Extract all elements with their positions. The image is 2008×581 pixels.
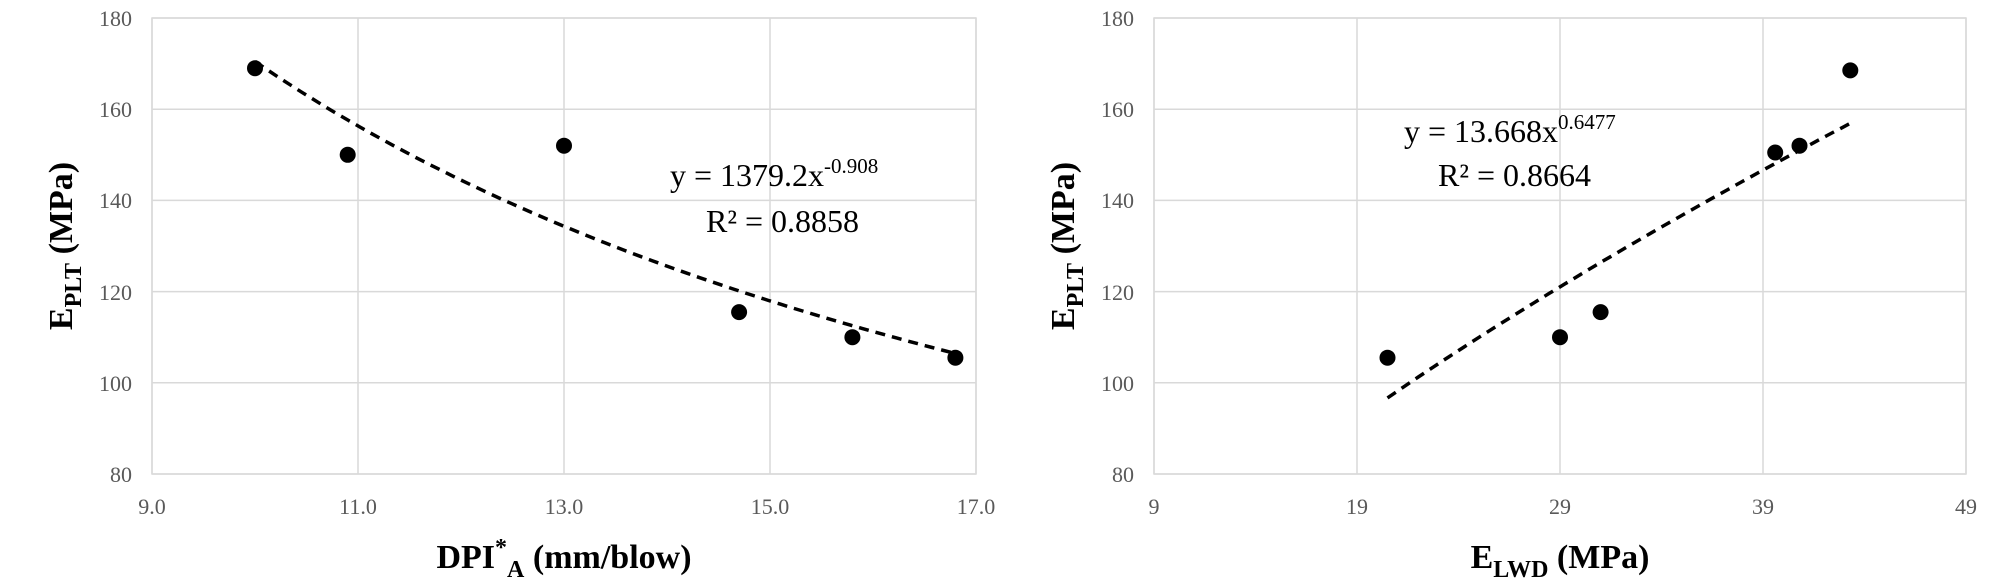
data-point — [731, 304, 748, 321]
data-point — [556, 137, 572, 154]
x-tick-label: 49 — [1955, 494, 1977, 519]
chart-right-y-ticks: 80 100 120 140 160 180 — [1101, 6, 1134, 487]
chart-right-grid — [1153, 17, 1967, 475]
data-point — [1842, 62, 1859, 79]
y-tick-label: 100 — [99, 371, 132, 396]
y-tick-label: 180 — [99, 6, 132, 31]
y-tick-label: 140 — [1101, 188, 1134, 213]
x-tick-label: 9.0 — [138, 494, 166, 519]
y-tick-label: 100 — [1101, 371, 1134, 396]
chart-left: 80 100 120 140 160 180 9.0 11.0 13.0 15.… — [43, 6, 995, 581]
x-tick-label: 39 — [1752, 494, 1774, 519]
chart-right-trendline — [1386, 121, 1852, 400]
chart-right-plot-area — [1153, 17, 1967, 475]
data-point — [1767, 144, 1784, 161]
y-tick-label: 120 — [99, 280, 132, 305]
chart-left-equation: y = 1379.2x-0.908 R² = 0.8858 — [670, 154, 878, 239]
data-point — [947, 349, 964, 366]
y-tick-label: 160 — [1101, 97, 1134, 122]
chart-left-y-ticks: 80 100 120 140 160 180 — [99, 6, 132, 487]
y-tick-label: 160 — [99, 97, 132, 122]
x-tick-label: 29 — [1549, 494, 1571, 519]
x-tick-label: 15.0 — [751, 494, 790, 519]
chart-right-x-ticks: 9 19 29 39 49 — [1149, 494, 1978, 519]
chart-left-x-axis-title: DPI*A (mm/blow) — [436, 535, 691, 581]
chart-right: 80 100 120 140 160 180 9 19 29 39 49 y =… — [1045, 6, 1977, 581]
chart-left-points — [247, 60, 964, 366]
x-tick-label: 19 — [1346, 494, 1368, 519]
trendline-r-squared: R² = 0.8858 — [706, 203, 859, 239]
chart-right-x-axis-title: ELWD (MPa) — [1471, 539, 1650, 581]
y-tick-label: 80 — [1112, 462, 1134, 487]
data-point — [247, 60, 263, 77]
x-tick-label: 13.0 — [545, 494, 584, 519]
chart-left-trendline — [254, 60, 956, 356]
x-tick-label: 9 — [1149, 494, 1160, 519]
data-point — [1552, 329, 1568, 346]
trendline-r-squared: R² = 0.8664 — [1438, 157, 1591, 193]
data-point — [844, 329, 861, 346]
chart-left-x-ticks: 9.0 11.0 13.0 15.0 17.0 — [138, 494, 995, 519]
y-tick-label: 180 — [1101, 6, 1134, 31]
y-tick-label: 120 — [1101, 280, 1134, 305]
data-point — [1592, 304, 1609, 321]
chart-right-equation: y = 13.668x0.6477 R² = 0.8664 — [1404, 110, 1616, 193]
data-point — [1791, 137, 1808, 154]
data-point — [339, 146, 356, 163]
chart-right-y-axis-title: EPLT (MPa) — [1045, 162, 1089, 330]
chart-left-grid — [151, 17, 977, 475]
trendline-equation: y = 13.668x0.6477 — [1404, 110, 1616, 149]
x-tick-label: 17.0 — [957, 494, 996, 519]
x-tick-label: 11.0 — [339, 494, 377, 519]
data-point — [1379, 349, 1396, 366]
y-tick-label: 140 — [99, 188, 132, 213]
chart-left-y-axis-title: EPLT (MPa) — [43, 162, 87, 330]
chart-left-plot-area — [151, 17, 977, 475]
y-tick-label: 80 — [110, 462, 132, 487]
chart-right-points — [1379, 62, 1859, 366]
trendline-equation: y = 1379.2x-0.908 — [670, 154, 878, 193]
